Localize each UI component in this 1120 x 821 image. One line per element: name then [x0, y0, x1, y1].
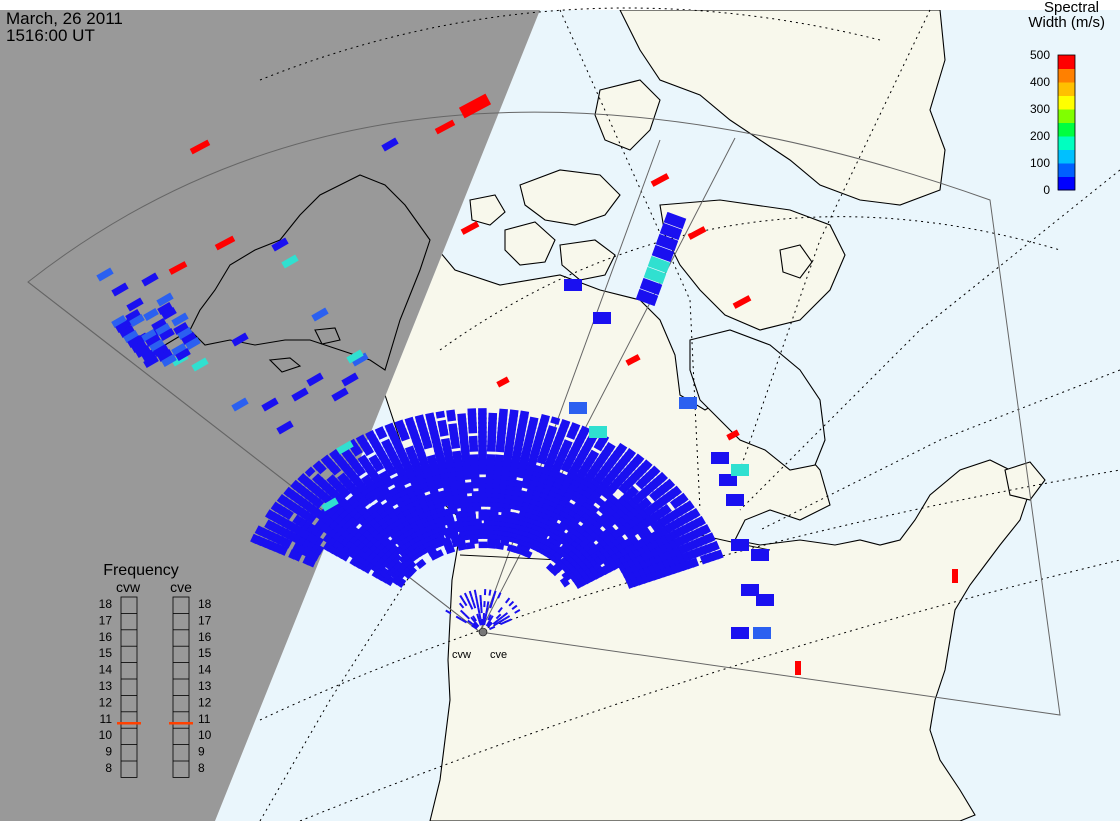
frequency-panel: Frequency cvw cve 18 18 17 17 16 16 15 15 14 14 13…	[99, 562, 212, 778]
frequency-level-left: 13	[99, 679, 113, 693]
colorbar-title-line2: Width (m/s)	[1028, 14, 1105, 31]
frequency-level-left: 16	[99, 630, 113, 644]
frequency-level-left: 14	[99, 663, 113, 677]
frequency-radar-cvw: cvw	[116, 579, 141, 595]
frequency-level-left: 12	[99, 695, 113, 709]
colorbar-tick-label: 500	[1030, 48, 1050, 62]
frequency-level-right: 12	[198, 695, 212, 709]
frequency-level-right: 17	[198, 613, 212, 627]
frequency-level-right: 15	[198, 646, 212, 660]
radar-label-cve: cve	[490, 649, 507, 661]
frequency-level-right: 10	[198, 728, 212, 742]
colorbar-tick-label: 300	[1030, 102, 1050, 116]
frequency-title: Frequency	[103, 562, 179, 579]
frequency-level-right: 18	[198, 597, 212, 611]
radar-echoes	[96, 93, 958, 675]
frequency-level-left: 15	[99, 646, 113, 660]
frequency-level-right: 16	[198, 630, 212, 644]
frequency-level-right: 9	[198, 745, 205, 759]
frequency-level-left: 8	[105, 761, 112, 775]
frequency-level-right: 14	[198, 663, 212, 677]
header-date: March, 26 2011	[6, 9, 123, 28]
colorbar-tick-label: 200	[1030, 129, 1050, 143]
colorbar-tick-label: 0	[1043, 183, 1050, 197]
colorbar-tick-label: 400	[1030, 75, 1050, 89]
frequency-level-left: 10	[99, 728, 113, 742]
radar-label-cvw: cvw	[452, 649, 471, 661]
colorbar-title-line1: Spectral	[1044, 0, 1099, 16]
frequency-level-left: 17	[99, 613, 113, 627]
graticule	[259, 7, 1120, 821]
night-side	[0, 10, 540, 821]
colorbar-tick-label: 100	[1030, 156, 1050, 170]
frequency-level-right: 8	[198, 761, 205, 775]
frequency-level-left: 18	[99, 597, 113, 611]
spectral-width-colorbar: Spectral Width (m/s) 500 400 300 200 100 0	[1028, 0, 1105, 197]
frequency-radar-cve: cve	[170, 579, 192, 595]
frequency-level-left: 11	[100, 712, 113, 726]
header-time: 1516:00 UT	[6, 26, 95, 45]
radar-site-marker	[478, 627, 488, 637]
frequency-level-right: 11	[198, 712, 211, 726]
frequency-level-right: 13	[198, 679, 212, 693]
frequency-level-left: 9	[105, 745, 112, 759]
